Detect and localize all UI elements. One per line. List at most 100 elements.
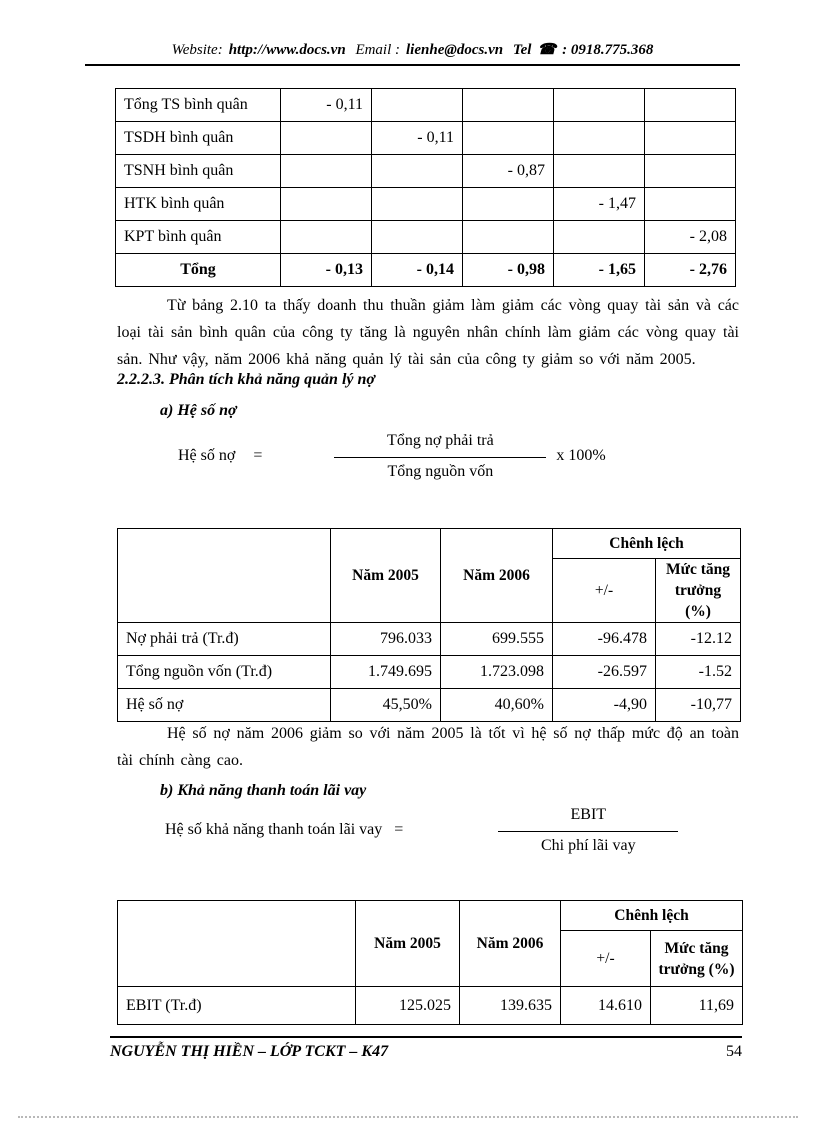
cell: - 0,11: [371, 121, 463, 155]
cell: [280, 121, 372, 155]
col-header-growth: Mức tăng trưởng (%): [650, 930, 743, 987]
table-subheader-row: +/- Mức tăng trưởng (%): [118, 930, 743, 987]
table-row: Nợ phải trả (Tr.đ) 796.033 699.555 -96.4…: [117, 622, 741, 656]
vong-quay-table: Tổng TS bình quân - 0,11 TSDH bình quân …: [115, 88, 736, 287]
cell: -10,77: [655, 688, 741, 722]
row-label: Tổng TS bình quân: [115, 88, 281, 122]
col-header-plus-minus: +/-: [560, 930, 651, 987]
cell: - 0,11: [280, 88, 372, 122]
cell: - 0,13: [280, 253, 372, 287]
website-label: Website:: [171, 42, 223, 58]
cell: [644, 88, 736, 122]
subsection-a-title: a) Hệ số nợ: [160, 402, 237, 419]
page-header: Website: http://www.docs.vn Email : lienhe…: [85, 40, 740, 66]
cell: [371, 154, 463, 188]
equals-sign: =: [253, 446, 263, 464]
cell: [553, 88, 645, 122]
table-row: HTK bình quân - 1,47: [115, 187, 736, 221]
email-label: Email :: [355, 42, 401, 58]
cell: - 0,87: [462, 154, 554, 188]
cell: [644, 187, 736, 221]
table-row: Hệ số nợ 45,50% 40,60% -4,90 -10,77: [117, 688, 741, 722]
cell: 40,60%: [440, 688, 553, 722]
fraction-numerator: Tổng nợ phải trả: [334, 430, 547, 458]
cell: [644, 121, 736, 155]
cell: [644, 154, 736, 188]
cell: [553, 121, 645, 155]
interest-coverage-formula: Hệ số khả năng thanh toán lãi vay = EBIT…: [165, 804, 679, 855]
cell: 796.033: [330, 622, 441, 656]
page-footer: NGUYỄN THỊ HIỀN – LỚP TCKT – K47 54: [110, 1036, 742, 1061]
debt-ratio-formula: Hệ số nợ = Tổng nợ phải trả Tổng nguồn v…: [178, 430, 606, 481]
blank-header-cell: [117, 900, 356, 987]
footer-author: NGUYỄN THỊ HIỀN – LỚP TCKT – K47: [110, 1043, 389, 1060]
fraction-denominator: Tổng nguồn vốn: [387, 463, 494, 480]
col-header-chenh-lech: Chênh lệch: [560, 900, 743, 931]
row-label: KPT bình quân: [115, 220, 281, 254]
row-label: Nợ phải trả (Tr.đ): [117, 622, 331, 656]
cell: 11,69: [650, 986, 743, 1025]
cell: 14.610: [560, 986, 651, 1025]
cell: 139.635: [459, 986, 561, 1025]
cell: 699.555: [440, 622, 553, 656]
cell: 45,50%: [330, 688, 441, 722]
table-total-row: Tổng - 0,13 - 0,14 - 0,98 - 1,65 - 2,76: [115, 253, 736, 287]
row-label: TSDH bình quân: [115, 121, 281, 155]
cell: - 1,65: [553, 253, 645, 287]
cell: [280, 154, 372, 188]
debt-ratio-table: Năm 2005 Năm 2006 Chênh lệch +/- Mức tăn…: [117, 528, 741, 722]
website-url: http://www.docs.vn: [228, 42, 346, 58]
cell: [462, 220, 554, 254]
col-header-growth: Mức tăng trưởng (%): [655, 558, 741, 623]
col-header-nam-2006: Năm 2006: [459, 900, 561, 987]
formula-multiplier: x 100%: [556, 446, 606, 464]
row-label: Hệ số nợ: [117, 688, 331, 722]
cell: [553, 220, 645, 254]
fraction: Tổng nợ phải trả Tổng nguồn vốn: [334, 430, 547, 481]
table-row: KPT bình quân - 2,08: [115, 220, 736, 254]
cell: [280, 220, 372, 254]
cell: -12.12: [655, 622, 741, 656]
cell: [553, 154, 645, 188]
blank-header-cell: [117, 528, 331, 623]
page-number: 54: [726, 1043, 742, 1060]
cell: - 2,08: [644, 220, 736, 254]
cell: 125.025: [355, 986, 460, 1025]
cell: [462, 88, 554, 122]
col-header-nam-2005: Năm 2005: [330, 528, 441, 623]
cell: -96.478: [552, 622, 656, 656]
email-address: lienhe@docs.vn: [406, 42, 504, 58]
cell: 1.749.695: [330, 655, 441, 689]
table-header-row: Năm 2005 Năm 2006 Chênh lệch: [117, 900, 743, 987]
col-header-nam-2006: Năm 2006: [440, 528, 553, 623]
table-subheader-row: +/- Mức tăng trưởng (%): [118, 558, 741, 623]
cell: [371, 88, 463, 122]
cell: -1.52: [655, 655, 741, 689]
cell: 1.723.098: [440, 655, 553, 689]
row-label: TSNH bình quân: [115, 154, 281, 188]
table-row: Tổng nguồn vốn (Tr.đ) 1.749.695 1.723.09…: [117, 655, 741, 689]
col-header-plus-minus: +/-: [552, 558, 656, 623]
cell: [371, 220, 463, 254]
formula-lhs: Hệ số khả năng thanh toán lãi vay: [165, 820, 383, 838]
formula-lhs: Hệ số nợ: [178, 446, 236, 464]
fraction: EBIT Chi phí lãi vay: [498, 804, 679, 855]
fraction-denominator: Chi phí lãi vay: [540, 837, 636, 854]
cell: - 1,47: [553, 187, 645, 221]
cell: [462, 121, 554, 155]
equals-sign: =: [394, 820, 404, 838]
tel-label: Tel: [512, 42, 532, 58]
section-heading: 2.2.2.3. Phân tích khả năng quản lý nợ: [117, 371, 375, 388]
col-header-nam-2005: Năm 2005: [355, 900, 460, 987]
bottom-dotted-divider: [18, 1116, 798, 1118]
cell: -4,90: [552, 688, 656, 722]
cell: - 0,14: [371, 253, 463, 287]
subsection-b-title: b) Khả năng thanh toán lãi vay: [160, 782, 367, 799]
row-label: Tổng: [115, 253, 281, 287]
paragraph-vong-quay-comment: Từ bảng 2.10 ta thấy doanh thu thuần giả…: [117, 297, 739, 368]
table-row: Tổng TS bình quân - 0,11: [115, 88, 736, 122]
phone-icon: ☎: [537, 42, 557, 58]
cell: - 0,98: [462, 253, 554, 287]
cell: [280, 187, 372, 221]
